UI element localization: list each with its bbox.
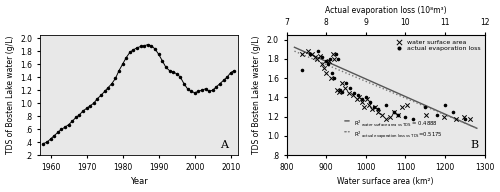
water surface area xyxy=(374,110,382,113)
actual evaporation loss xyxy=(374,108,382,111)
X-axis label: Water surface area (km²): Water surface area (km²) xyxy=(338,177,434,186)
actual evaporation loss xyxy=(362,96,370,99)
water surface area xyxy=(404,104,411,107)
actual evaporation loss xyxy=(334,57,342,60)
actual evaporation loss xyxy=(382,104,390,107)
water surface area xyxy=(360,106,368,109)
actual evaporation loss xyxy=(330,77,338,80)
actual evaporation loss xyxy=(346,86,354,89)
actual evaporation loss xyxy=(449,110,457,113)
Text: B: B xyxy=(470,140,479,150)
actual evaporation loss xyxy=(336,88,344,91)
water surface area xyxy=(318,62,326,65)
water surface area xyxy=(358,101,366,104)
actual evaporation loss xyxy=(441,104,449,107)
actual evaporation loss xyxy=(354,94,362,97)
water surface area xyxy=(368,108,376,111)
water surface area xyxy=(353,98,361,101)
water surface area xyxy=(362,98,370,101)
water surface area xyxy=(322,72,330,75)
water surface area xyxy=(327,77,335,80)
actual evaporation loss xyxy=(366,101,374,104)
actual evaporation loss xyxy=(433,113,441,116)
water surface area xyxy=(328,52,336,55)
actual evaporation loss xyxy=(338,90,346,93)
actual evaporation loss xyxy=(358,98,366,101)
actual evaporation loss xyxy=(402,115,409,118)
actual evaporation loss xyxy=(324,62,332,65)
water surface area xyxy=(422,113,430,116)
water surface area xyxy=(440,115,448,118)
actual evaporation loss xyxy=(322,59,330,62)
actual evaporation loss xyxy=(410,117,418,120)
water surface area xyxy=(394,113,402,116)
water surface area xyxy=(334,88,342,91)
water surface area xyxy=(460,115,468,118)
water surface area xyxy=(386,115,394,118)
actual evaporation loss xyxy=(370,106,378,109)
Legend: water surface area, actual evaporation loss: water surface area, actual evaporation l… xyxy=(391,38,482,52)
water surface area xyxy=(452,117,460,120)
water surface area xyxy=(330,57,338,60)
actual evaporation loss xyxy=(461,117,469,120)
Text: R$^2$$_{\rm \ water\ surface\ area\ vs\ TDS}$ = 0.4888: R$^2$$_{\rm \ water\ surface\ area\ vs\ … xyxy=(354,119,438,129)
actual evaporation loss xyxy=(298,69,306,72)
water surface area xyxy=(316,54,324,57)
water surface area xyxy=(349,94,357,97)
water surface area xyxy=(304,50,312,53)
water surface area xyxy=(341,86,349,89)
water surface area xyxy=(365,104,373,107)
water surface area xyxy=(466,117,473,120)
actual evaporation loss xyxy=(390,110,398,113)
actual evaporation loss xyxy=(326,57,334,60)
actual evaporation loss xyxy=(422,106,430,109)
water surface area xyxy=(382,117,390,120)
actual evaporation loss xyxy=(332,52,340,55)
X-axis label: Year: Year xyxy=(130,177,148,186)
actual evaporation loss xyxy=(306,52,314,55)
water surface area xyxy=(326,59,334,62)
water surface area xyxy=(356,96,364,99)
actual evaporation loss xyxy=(314,50,322,53)
actual evaporation loss xyxy=(318,55,326,58)
Y-axis label: TDS of Bosten Lake water (g/L): TDS of Bosten Lake water (g/L) xyxy=(252,36,262,154)
water surface area xyxy=(298,52,306,55)
water surface area xyxy=(311,55,319,58)
water surface area xyxy=(320,67,328,70)
water surface area xyxy=(338,81,346,84)
X-axis label: Actual evaporation loss (10⁸m³): Actual evaporation loss (10⁸m³) xyxy=(325,6,446,15)
Text: R$^2$$_{\rm \ actual\ evaporation\ loss\ vs\ TDS}$=0.5175: R$^2$$_{\rm \ actual\ evaporation\ loss\… xyxy=(354,130,442,142)
water surface area xyxy=(308,52,316,55)
water surface area xyxy=(345,91,353,94)
actual evaporation loss xyxy=(350,91,358,94)
Y-axis label: TDS of Bosten Lake water (g/L): TDS of Bosten Lake water (g/L) xyxy=(6,36,15,154)
actual evaporation loss xyxy=(328,72,336,75)
water surface area xyxy=(398,106,406,109)
water surface area xyxy=(370,106,378,109)
water surface area xyxy=(390,110,398,113)
Text: A: A xyxy=(220,140,228,150)
water surface area xyxy=(335,90,343,93)
water surface area xyxy=(314,57,322,60)
actual evaporation loss xyxy=(394,113,402,116)
water surface area xyxy=(378,113,386,116)
actual evaporation loss xyxy=(342,81,350,84)
